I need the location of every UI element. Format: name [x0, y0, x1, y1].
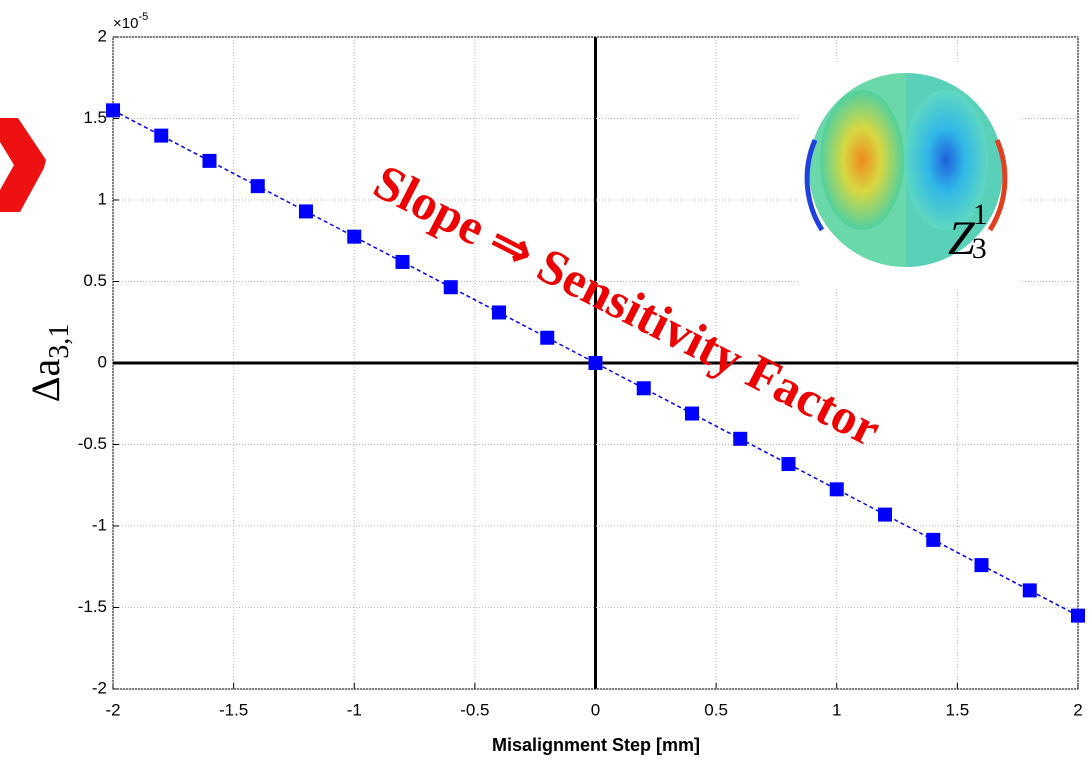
data-point [347, 229, 362, 244]
y-axis-label: Δa3,1 [23, 324, 75, 402]
data-point [1022, 583, 1037, 598]
y-tick-label: 0 [98, 352, 107, 371]
x-tick-label: -1.5 [219, 700, 248, 719]
data-point [878, 507, 892, 522]
x-tick-label: -2 [105, 700, 120, 719]
x-tick-label: 0 [591, 700, 600, 719]
inset-label-sup: 1 [973, 198, 988, 231]
y-tick-label: -0.5 [78, 434, 107, 453]
y-tick-label: -2 [92, 678, 107, 697]
y-multiplier-base: ×10 [113, 15, 138, 32]
y-axis-label-text: Δa [23, 359, 68, 403]
data-point [781, 457, 796, 472]
inset-label-text: Z [948, 212, 976, 265]
data-point [443, 280, 458, 295]
data-point [299, 204, 313, 219]
y-multiplier: ×10-5 [113, 11, 148, 32]
data-point [733, 431, 748, 446]
y-tick-label: 1.5 [83, 108, 107, 127]
y-axis-label-sub: 3,1 [44, 324, 75, 359]
data-point [540, 330, 555, 345]
data-point [492, 305, 506, 320]
data-point [250, 179, 265, 194]
x-tick-label: 0.5 [704, 700, 728, 719]
inset-blob [820, 90, 904, 230]
data-point [926, 532, 941, 547]
inset-label: Z1 3 [948, 198, 988, 265]
data-point [829, 482, 844, 497]
y-tick-label: 1 [98, 189, 107, 208]
inset-label-sub: 3 [972, 232, 987, 265]
y-tick-label: -1 [92, 515, 107, 534]
y-tick-label: 2 [98, 26, 107, 45]
data-point [685, 406, 699, 421]
red-x [0, 118, 46, 212]
data-point [106, 103, 120, 118]
data-point [588, 356, 603, 370]
x-tick-label: 1.5 [946, 700, 970, 719]
y-tick-label: 0.5 [83, 271, 107, 290]
data-point [395, 254, 410, 269]
x-tick-label: 2 [1073, 700, 1082, 719]
data-point [636, 381, 651, 396]
inset-rim [804, 139, 825, 232]
x-axis-label: Misalignment Step [mm] [492, 735, 700, 755]
y-multiplier-exp: -5 [138, 11, 148, 23]
x-tick-label: -1 [347, 700, 362, 719]
x-tick-label: -0.5 [460, 700, 489, 719]
data-point [974, 558, 989, 573]
data-point [1071, 608, 1085, 623]
zernike-inset: Z1 3 [800, 62, 1020, 287]
y-tick-label: -1.5 [78, 597, 107, 616]
data-point [154, 128, 169, 143]
x-tick-label: 1 [832, 700, 841, 719]
data-point [202, 153, 217, 168]
inset-blob [904, 90, 988, 230]
inset-rim [987, 139, 1008, 232]
